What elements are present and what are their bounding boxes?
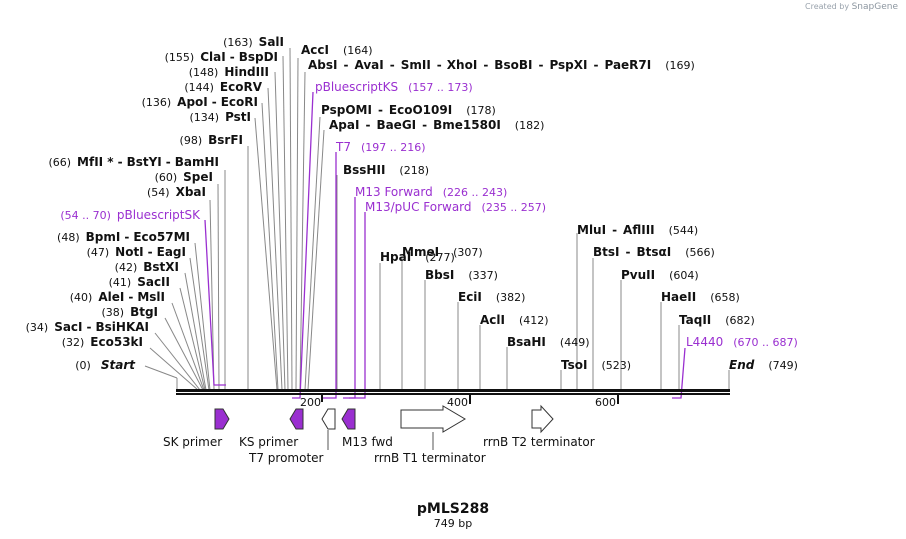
snapgene-credit: Created by SnapGene bbox=[805, 2, 898, 12]
site-xbai: (54) XbaI bbox=[147, 185, 206, 199]
right-connectors bbox=[295, 57, 730, 391]
site-psti: (134) PstI bbox=[189, 110, 251, 124]
tick-600: 600 bbox=[595, 396, 616, 409]
backbone-top bbox=[176, 389, 730, 392]
site-ecorv: (144) EcoRV bbox=[184, 80, 262, 94]
feature-label-ks-primer: KS primer bbox=[239, 435, 298, 449]
site-taqii: TaqII (682) bbox=[679, 313, 755, 327]
site-bstxi: (42) BstXI bbox=[115, 260, 179, 274]
site-btgi: (38) BtgI bbox=[101, 305, 158, 319]
feature-label-m13-fwd: M13 fwd bbox=[342, 435, 393, 449]
site-acci: AccI (164) bbox=[301, 43, 373, 57]
site-pspomi: PspOMI - EcoO109I (178) bbox=[321, 103, 496, 117]
site-hpai: HpaI (277) bbox=[380, 250, 455, 264]
credit-brand: SnapGene bbox=[851, 2, 898, 12]
end-label: End (749) bbox=[729, 358, 798, 372]
primer-label-m13puc-forward: M13/pUC Forward (235 .. 257) bbox=[365, 200, 546, 214]
feature-label-rrnb-t2: rrnB T2 terminator bbox=[483, 435, 595, 449]
rrnb-t1-arrow bbox=[400, 405, 466, 433]
credit-prefix: Created by bbox=[805, 2, 850, 11]
left-connectors bbox=[144, 47, 293, 391]
site-bpmi: (48) BpmI - Eco57MI bbox=[57, 230, 190, 244]
primer-bracket-m13 bbox=[343, 197, 356, 399]
site-ecii: EciI (382) bbox=[458, 290, 525, 304]
primer-label-l4440: L4440 (670 .. 687) bbox=[686, 335, 798, 349]
tick-marks bbox=[321, 395, 619, 404]
site-haeii: HaeII (658) bbox=[661, 290, 740, 304]
plasmid-title: pMLS288 bbox=[417, 501, 489, 517]
site-sacii: (41) SacII bbox=[109, 275, 170, 289]
site-mmei-label: MmeI (307) bbox=[402, 245, 483, 259]
site-btsi: BtsI - BtsαI (566) bbox=[593, 245, 715, 259]
primer-bracket-ks bbox=[292, 91, 314, 399]
plasmid-length: 749 bp bbox=[434, 517, 472, 530]
site-tsoi: TsoI (523) bbox=[561, 358, 631, 372]
site-sali: (163) SalI bbox=[223, 35, 284, 49]
site-apai: ApaI - BaeGI - Bme1580I (182) bbox=[329, 118, 544, 132]
primer-bracket-sk bbox=[204, 219, 226, 386]
site-bbsi: BbsI (337) bbox=[425, 268, 498, 282]
rrnb-t2-arrow bbox=[531, 404, 554, 434]
site-apoi: (136) ApoI - EcoRI bbox=[142, 95, 258, 109]
site-acli: AclI (412) bbox=[480, 313, 549, 327]
site-saci: (34) SacI - BsiHKAI bbox=[26, 320, 149, 334]
site-eco53ki: (32) Eco53kI bbox=[62, 335, 143, 349]
site-pvuii: PvuII (604) bbox=[621, 268, 699, 282]
site-clai: (155) ClaI - BspDI bbox=[165, 50, 278, 64]
site-mfli: (66) MfII * - BstYI - BamHI bbox=[48, 155, 219, 169]
site-hindiii: (148) HindIII bbox=[189, 65, 269, 79]
feature-label-rrnb-t1: rrnB T1 terminator bbox=[374, 451, 486, 465]
primer-label-pbluescriptsk: (54 .. 70) pBluescriptSK bbox=[60, 208, 201, 222]
site-alei: (40) AleI - MslI bbox=[70, 290, 165, 304]
backbone-bottom bbox=[176, 393, 730, 395]
site-absi: AbsI - AvaI - SmII - XhoI - BsoBI - PspXI - PaeR7I (1… bbox=[308, 58, 695, 72]
primer-label-t7: T7 (197 .. 216) bbox=[335, 140, 426, 154]
site-mlui: MluI - AflIII (544) bbox=[577, 223, 698, 237]
primer-bracket-t7 bbox=[321, 152, 337, 399]
site-bsrfi: (98) BsrFI bbox=[180, 133, 243, 147]
m13-fwd-arrow bbox=[341, 408, 356, 430]
start-label: (0) Start bbox=[75, 358, 136, 372]
site-noti: (47) NotI - EagI bbox=[87, 245, 186, 259]
sk-primer-arrow bbox=[214, 408, 230, 430]
feature-leaders bbox=[327, 430, 434, 450]
site-spei: (60) SpeI bbox=[155, 170, 213, 184]
primer-bracket-l4440 bbox=[672, 347, 686, 399]
feature-label-t7-promoter: T7 promoter bbox=[248, 451, 324, 465]
ks-primer-arrow bbox=[289, 408, 304, 430]
t7-promoter-arrow bbox=[321, 408, 336, 430]
primer-brackets bbox=[204, 91, 686, 399]
feature-label-sk-primer: SK primer bbox=[163, 435, 222, 449]
primer-label-pbluescriptks: pBluescriptKS (157 .. 173) bbox=[315, 80, 473, 94]
tick-200: 200 bbox=[300, 396, 321, 409]
site-bsshii: BssHII (218) bbox=[343, 163, 429, 177]
site-bsahi: BsaHI (449) bbox=[507, 335, 590, 349]
primer-label-m13-forward: M13 Forward (226 .. 243) bbox=[355, 185, 507, 199]
tick-400: 400 bbox=[447, 396, 468, 409]
primer-bracket-m13puc bbox=[349, 212, 366, 399]
